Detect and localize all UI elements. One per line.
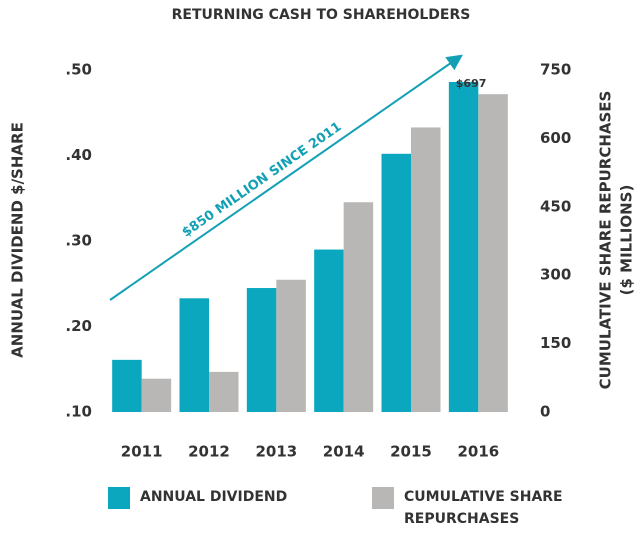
bar [411, 127, 441, 413]
chart-title: RETURNING CASH TO SHAREHOLDERS [172, 7, 471, 23]
y-axis-title: ANNUAL DIVIDEND $/SHARE [9, 122, 27, 358]
trend-arrow [109, 54, 463, 301]
annotation: $850 MILLION SINCE 2011 [179, 119, 344, 240]
legend-swatch [108, 487, 130, 509]
y2-tick-label: 0 [540, 403, 550, 421]
y-tick-label: .30 [65, 232, 92, 250]
bar [179, 298, 209, 412]
bar [478, 94, 508, 412]
x-tick-label: 2013 [255, 443, 297, 461]
y-tick-label: .10 [65, 403, 92, 421]
bar [381, 153, 411, 413]
y2-axis-title: ($ MILLIONS) [618, 185, 636, 296]
legend-label: CUMULATIVE SHARE REPURCHASES [404, 489, 563, 527]
x-tick-label: 2011 [121, 443, 163, 461]
bar [209, 371, 239, 412]
bar [343, 202, 374, 412]
y2-tick-label: 300 [540, 266, 571, 284]
bar [448, 81, 479, 412]
x-tick-label: 2012 [188, 443, 230, 461]
legend-label: ANNUAL DIVIDEND [140, 489, 288, 505]
y-tick-label: .20 [65, 317, 92, 335]
bar [246, 288, 277, 412]
data-label: $697 [456, 77, 487, 90]
y-tick-label: .50 [65, 61, 92, 79]
bar [112, 359, 142, 412]
y2-axis-title: CUMULATIVE SHARE REPURCHASES [597, 91, 615, 390]
bar [141, 378, 172, 412]
bar [314, 249, 344, 412]
y2-tick-label: 450 [540, 197, 571, 215]
y-tick-label: .40 [65, 146, 92, 164]
bar [276, 279, 306, 412]
x-tick-label: 2015 [390, 443, 432, 461]
x-tick-label: 2014 [323, 443, 365, 461]
y2-tick-label: 600 [540, 129, 571, 147]
y2-tick-label: 150 [540, 334, 571, 352]
legend-swatch [372, 487, 394, 509]
x-tick-label: 2016 [457, 443, 499, 461]
y2-tick-label: 750 [540, 61, 571, 79]
